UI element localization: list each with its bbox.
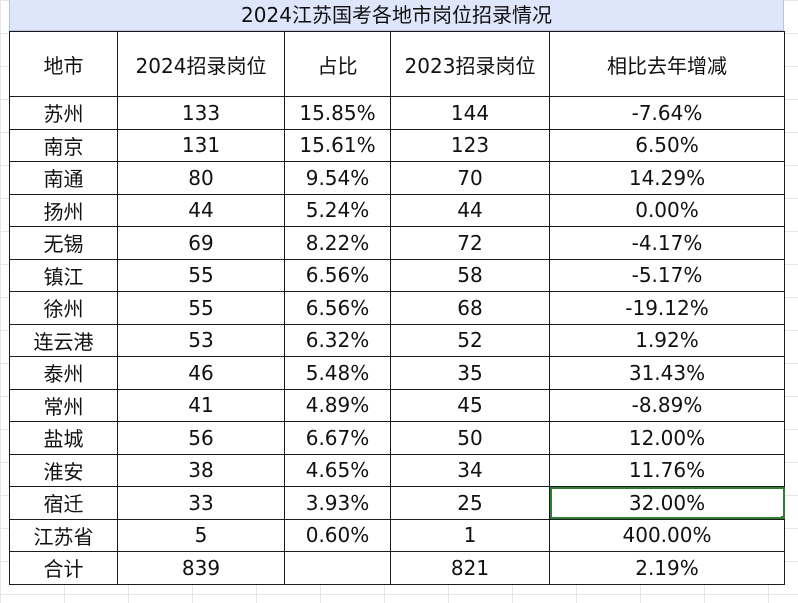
posts-2023-cell[interactable]: 45 bbox=[390, 388, 550, 422]
city-cell[interactable]: 淮安 bbox=[9, 453, 118, 487]
posts-2023-cell[interactable]: 144 bbox=[390, 96, 550, 130]
header-cell-yoy-change[interactable]: 相比去年增减 bbox=[549, 31, 785, 97]
header-cell-2023-posts[interactable]: 2023招录岗位 bbox=[390, 31, 550, 97]
share-cell[interactable]: 0.60% bbox=[284, 518, 391, 552]
posts-2023-cell[interactable]: 70 bbox=[390, 161, 550, 195]
posts-2024-cell[interactable]: 44 bbox=[117, 193, 285, 227]
change-cell[interactable]: 31.43% bbox=[549, 356, 785, 390]
posts-2024-cell[interactable]: 133 bbox=[117, 96, 285, 130]
change-cell[interactable]: 400.00% bbox=[549, 518, 785, 552]
posts-2023-cell[interactable]: 1 bbox=[390, 518, 550, 552]
city-cell[interactable]: 江苏省 bbox=[9, 518, 118, 552]
table-row: 苏州 133 15.85% 144 -7.64% bbox=[9, 96, 785, 130]
fill-handle[interactable] bbox=[781, 515, 784, 519]
posts-2023-cell[interactable]: 821 bbox=[390, 551, 550, 585]
posts-2024-cell[interactable]: 80 bbox=[117, 161, 285, 195]
posts-2023-cell[interactable]: 123 bbox=[390, 128, 550, 162]
posts-2024-cell[interactable]: 38 bbox=[117, 453, 285, 487]
posts-2023-cell[interactable]: 72 bbox=[390, 226, 550, 260]
table-row: 合计 839 821 2.19% bbox=[9, 551, 785, 585]
table-row: 泰州 46 5.48% 35 31.43% bbox=[9, 356, 785, 390]
posts-2023-cell[interactable]: 68 bbox=[390, 291, 550, 325]
table-row: 扬州 44 5.24% 44 0.00% bbox=[9, 193, 785, 227]
city-cell[interactable]: 扬州 bbox=[9, 193, 118, 227]
posts-2024-cell[interactable]: 33 bbox=[117, 486, 285, 520]
posts-2024-cell[interactable]: 5 bbox=[117, 518, 285, 552]
change-cell[interactable]: 6.50% bbox=[549, 128, 785, 162]
share-cell[interactable] bbox=[284, 551, 391, 585]
city-cell[interactable]: 镇江 bbox=[9, 258, 118, 292]
city-cell[interactable]: 常州 bbox=[9, 388, 118, 422]
share-cell[interactable]: 8.22% bbox=[284, 226, 391, 260]
posts-2024-cell[interactable]: 41 bbox=[117, 388, 285, 422]
change-cell[interactable]: -19.12% bbox=[549, 291, 785, 325]
posts-2023-cell[interactable]: 58 bbox=[390, 258, 550, 292]
change-cell[interactable]: 0.00% bbox=[549, 193, 785, 227]
city-cell[interactable]: 徐州 bbox=[9, 291, 118, 325]
posts-2023-cell[interactable]: 52 bbox=[390, 323, 550, 357]
city-cell[interactable]: 宿迁 bbox=[9, 486, 118, 520]
share-cell[interactable]: 15.85% bbox=[284, 96, 391, 130]
posts-2023-cell[interactable]: 34 bbox=[390, 453, 550, 487]
table-row: 盐城 56 6.67% 50 12.00% bbox=[9, 421, 785, 455]
header-cell-share[interactable]: 占比 bbox=[284, 31, 391, 97]
share-cell[interactable]: 5.24% bbox=[284, 193, 391, 227]
posts-2024-cell[interactable]: 131 bbox=[117, 128, 285, 162]
share-cell[interactable]: 9.54% bbox=[284, 161, 391, 195]
change-cell[interactable]: 14.29% bbox=[549, 161, 785, 195]
city-cell[interactable]: 苏州 bbox=[9, 96, 118, 130]
table-row: 江苏省 5 0.60% 1 400.00% bbox=[9, 518, 785, 552]
city-cell[interactable]: 无锡 bbox=[9, 226, 118, 260]
change-cell[interactable]: -8.89% bbox=[549, 388, 785, 422]
city-cell[interactable]: 南通 bbox=[9, 161, 118, 195]
posts-2023-cell[interactable]: 44 bbox=[390, 193, 550, 227]
table-row: 南京 131 15.61% 123 6.50% bbox=[9, 128, 785, 162]
posts-2023-cell[interactable]: 50 bbox=[390, 421, 550, 455]
posts-2023-cell[interactable]: 25 bbox=[390, 486, 550, 520]
city-cell[interactable]: 南京 bbox=[9, 128, 118, 162]
change-cell[interactable]: 2.19% bbox=[549, 551, 785, 585]
table-row: 无锡 69 8.22% 72 -4.17% bbox=[9, 226, 785, 260]
table-row: 淮安 38 4.65% 34 11.76% bbox=[9, 453, 785, 487]
share-cell[interactable]: 3.93% bbox=[284, 486, 391, 520]
city-cell[interactable]: 泰州 bbox=[9, 356, 118, 390]
posts-2024-cell[interactable]: 53 bbox=[117, 323, 285, 357]
share-cell[interactable]: 5.48% bbox=[284, 356, 391, 390]
recruitment-table: 地市 2024招录岗位 占比 2023招录岗位 相比去年增减 苏州 133 15.8… bbox=[9, 31, 785, 585]
table-row: 徐州 55 6.56% 68 -19.12% bbox=[9, 291, 785, 325]
table-row: 常州 41 4.89% 45 -8.89% bbox=[9, 388, 785, 422]
share-cell[interactable]: 4.89% bbox=[284, 388, 391, 422]
city-cell[interactable]: 连云港 bbox=[9, 323, 118, 357]
share-cell[interactable]: 6.56% bbox=[284, 291, 391, 325]
header-cell-2024-posts[interactable]: 2024招录岗位 bbox=[117, 31, 285, 97]
posts-2024-cell[interactable]: 55 bbox=[117, 291, 285, 325]
posts-2024-cell[interactable]: 839 bbox=[117, 551, 285, 585]
header-cell-city[interactable]: 地市 bbox=[9, 31, 118, 97]
share-cell[interactable]: 15.61% bbox=[284, 128, 391, 162]
table-row: 宿迁 33 3.93% 25 32.00% bbox=[9, 486, 785, 520]
city-cell[interactable]: 盐城 bbox=[9, 421, 118, 455]
table-title[interactable]: 2024江苏国考各地市岗位招录情况 bbox=[9, 0, 784, 31]
change-cell[interactable]: -5.17% bbox=[549, 258, 785, 292]
city-cell[interactable]: 合计 bbox=[9, 551, 118, 585]
posts-2024-cell[interactable]: 69 bbox=[117, 226, 285, 260]
share-cell[interactable]: 6.32% bbox=[284, 323, 391, 357]
share-cell[interactable]: 6.67% bbox=[284, 421, 391, 455]
table-row: 镇江 55 6.56% 58 -5.17% bbox=[9, 258, 785, 292]
posts-2023-cell[interactable]: 35 bbox=[390, 356, 550, 390]
share-cell[interactable]: 4.65% bbox=[284, 453, 391, 487]
posts-2024-cell[interactable]: 55 bbox=[117, 258, 285, 292]
change-cell[interactable]: 11.76% bbox=[549, 453, 785, 487]
table-row: 连云港 53 6.32% 52 1.92% bbox=[9, 323, 785, 357]
posts-2024-cell[interactable]: 56 bbox=[117, 421, 285, 455]
change-cell[interactable]: 1.92% bbox=[549, 323, 785, 357]
table-row: 南通 80 9.54% 70 14.29% bbox=[9, 161, 785, 195]
change-cell[interactable]: 12.00% bbox=[549, 421, 785, 455]
posts-2024-cell[interactable]: 46 bbox=[117, 356, 285, 390]
change-cell[interactable]: -4.17% bbox=[549, 226, 785, 260]
selected-cell[interactable]: 32.00% bbox=[549, 486, 785, 520]
share-cell[interactable]: 6.56% bbox=[284, 258, 391, 292]
change-cell[interactable]: -7.64% bbox=[549, 96, 785, 130]
header-row: 地市 2024招录岗位 占比 2023招录岗位 相比去年增减 bbox=[9, 31, 785, 97]
